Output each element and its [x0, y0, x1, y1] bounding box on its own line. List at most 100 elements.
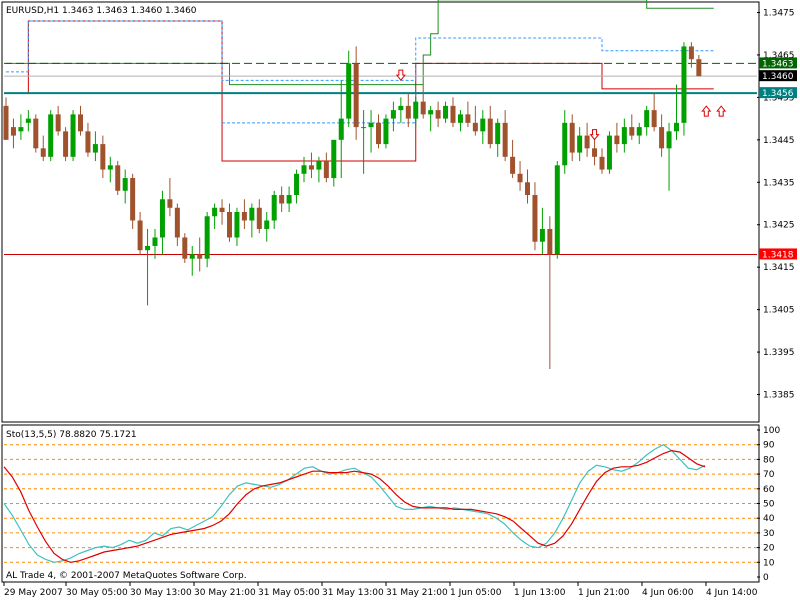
- candle-body: [435, 110, 441, 119]
- candle-body: [227, 212, 232, 238]
- candle-body: [353, 63, 359, 128]
- candle-body: [487, 118, 493, 145]
- stochastic-tick-label: 40: [763, 514, 775, 524]
- price-tick-label: 1.3415: [763, 263, 795, 273]
- candle-body: [361, 127, 367, 129]
- candle-body: [189, 254, 195, 259]
- candle-body: [212, 207, 218, 217]
- candle-body: [10, 127, 16, 136]
- candle-body: [294, 173, 300, 196]
- arrow-up-icon: [701, 105, 712, 117]
- candle-body: [510, 156, 516, 174]
- price-tag-label: 1.3463: [762, 59, 794, 69]
- time-tick-label: 31 May 05:00: [258, 588, 320, 598]
- time-tick-label: 4 Jun 06:00: [642, 588, 694, 598]
- candle-body: [554, 165, 560, 255]
- time-tick-label: 4 Jun 14:00: [706, 588, 758, 598]
- time-tick-label: 30 May 05:00: [66, 588, 128, 598]
- candle-body: [145, 245, 151, 251]
- candle-body: [316, 161, 322, 170]
- stochastic-tick-label: 10: [763, 558, 775, 568]
- candle-body: [666, 131, 672, 149]
- candle-body: [167, 199, 173, 208]
- candle-body: [3, 105, 9, 140]
- price-tag-bg: [759, 57, 797, 69]
- candle-body: [301, 165, 307, 174]
- candle-body: [569, 122, 575, 153]
- candle-body: [48, 114, 54, 157]
- price-tick-label: 1.3385: [763, 391, 795, 401]
- chart-title: EURUSD,H1 1.3463 1.3463 1.3460 1.3460: [6, 6, 197, 16]
- candle-body: [338, 118, 344, 140]
- candle-body: [606, 135, 612, 170]
- candle-body: [450, 105, 456, 123]
- candle-body: [651, 110, 657, 128]
- candle-body: [428, 110, 434, 115]
- price-tick-label: 1.3465: [763, 51, 795, 61]
- price-tag-bg: [759, 87, 797, 99]
- candle-body: [70, 114, 76, 157]
- candle-body: [279, 195, 285, 204]
- candle-body: [532, 195, 538, 242]
- main-pane-frame: [1, 1, 760, 423]
- indicator-pane-frame: [1, 424, 760, 583]
- candle-body: [249, 207, 255, 221]
- time-tick-label: 30 May 13:00: [130, 588, 192, 598]
- candle-body: [562, 122, 568, 166]
- candle-body: [204, 216, 210, 259]
- candle-body: [405, 105, 411, 119]
- candle-body: [18, 127, 24, 132]
- candle-body: [115, 165, 121, 191]
- candle-body: [599, 156, 605, 170]
- candle-body: [413, 101, 419, 119]
- price-tick-label: 1.3435: [763, 178, 795, 188]
- stochastic-tick-label: 80: [763, 455, 775, 465]
- price-axis: 1.34751.34651.34551.34451.34351.34251.34…: [757, 8, 795, 401]
- stochastic-lines-group: [3, 443, 706, 563]
- candle-body: [55, 114, 61, 132]
- price-tick-label: 1.3475: [763, 8, 795, 18]
- candle-body: [130, 178, 136, 221]
- candle-body: [539, 228, 545, 242]
- candle-body: [219, 207, 225, 212]
- footer-copyright: AL Trade 4, © 2001-2007 MetaQuotes Softw…: [6, 571, 247, 581]
- candle-body: [629, 127, 635, 136]
- arrow-up-icon: [716, 105, 727, 117]
- candle-body: [78, 114, 83, 132]
- price-tick-label: 1.3425: [763, 221, 795, 231]
- time-tick-label: 30 May 21:00: [194, 588, 256, 598]
- price-tag: 1.3418: [759, 248, 797, 260]
- candle-body: [584, 135, 590, 149]
- arrow-down-icon: [395, 69, 406, 81]
- time-axis: 29 May 2007 30 May 05:00 30 May 13:00 30 Ma…: [3, 582, 758, 598]
- candle-body: [480, 118, 486, 132]
- stochastic-tick-label: 30: [763, 529, 775, 539]
- candle-body: [152, 237, 158, 246]
- stochastic-title: Sto(13,5,5) 78.8820 75.1721: [6, 430, 137, 440]
- price-tag-label: 1.3460: [762, 72, 794, 82]
- stochastic-tick-label: 70: [763, 470, 775, 480]
- price-tag-label: 1.3456: [762, 89, 794, 99]
- time-tick-label: 29 May 2007: [4, 588, 63, 598]
- green-level-line: [6, 0, 714, 86]
- candle-body: [577, 135, 583, 153]
- candle-body: [159, 199, 165, 238]
- candle-body: [182, 237, 188, 259]
- price-tick-label: 1.3445: [763, 136, 795, 146]
- candle-body: [621, 127, 627, 145]
- candle-body: [681, 46, 687, 123]
- candle-body: [234, 212, 240, 238]
- candle-body: [644, 110, 650, 128]
- candle-body: [696, 59, 702, 77]
- price-tag: 1.3460: [759, 70, 797, 82]
- price-tick-label: 1.3395: [763, 348, 795, 358]
- price-tag: 1.3456: [759, 87, 797, 99]
- candle-body: [465, 114, 471, 123]
- candle-body: [457, 114, 463, 123]
- stochastic-tick-label: 100: [763, 426, 780, 436]
- price-tag-bg: [759, 248, 797, 260]
- time-tick-label: 1 Jun 21:00: [578, 588, 630, 598]
- candle-body: [100, 144, 106, 170]
